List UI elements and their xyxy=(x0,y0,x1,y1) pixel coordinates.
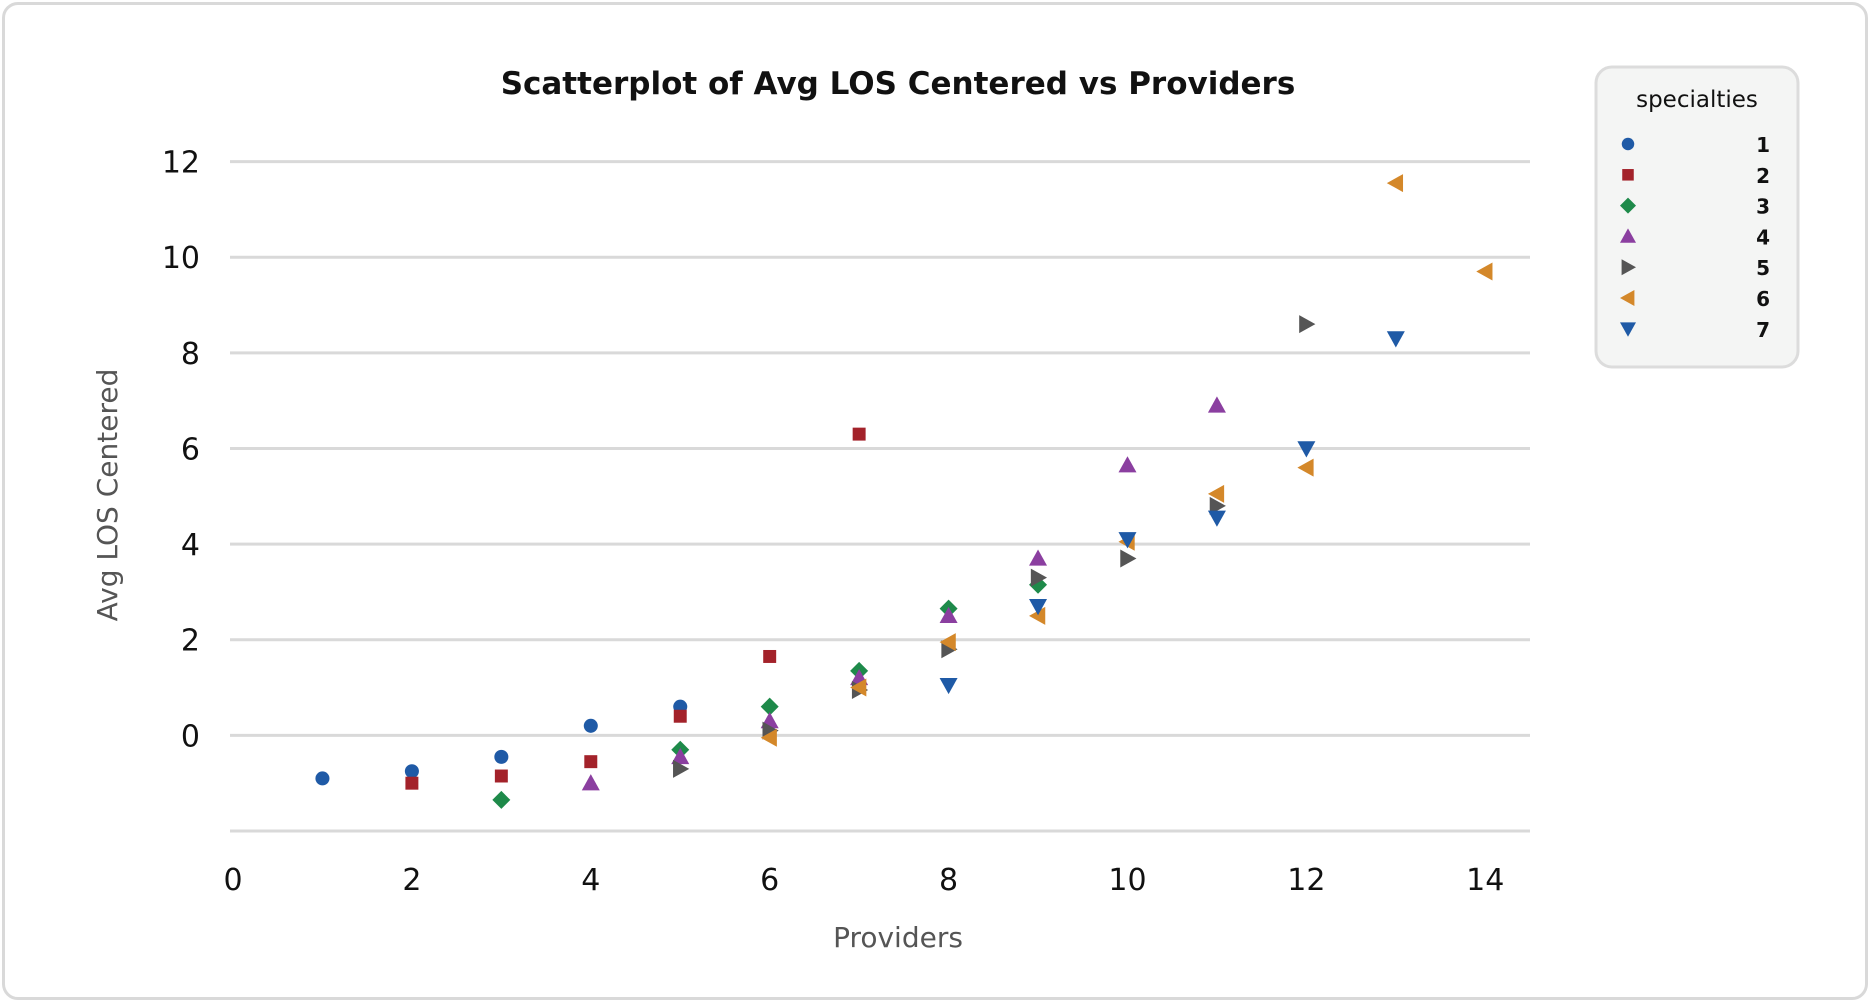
legend-label: 3 xyxy=(1756,195,1770,219)
data-point xyxy=(494,749,509,764)
x-tick-label: 14 xyxy=(1466,863,1504,898)
data-point xyxy=(671,747,690,765)
data-point xyxy=(1299,315,1316,334)
data-point xyxy=(1297,458,1314,477)
y-tick-label: 2 xyxy=(181,624,200,659)
legend-marker xyxy=(1621,137,1635,151)
data-point xyxy=(1118,456,1137,473)
legend-label: 6 xyxy=(1756,287,1770,311)
data-point xyxy=(1118,532,1137,549)
data-point xyxy=(583,718,598,733)
x-axis-label: Providers xyxy=(833,921,963,954)
y-tick-label: 12 xyxy=(162,146,200,181)
legend-marker xyxy=(1622,169,1634,181)
x-tick-label: 6 xyxy=(760,863,779,898)
legend-marker xyxy=(1621,259,1636,276)
legend-items: 1 2 3 4 5 6 7 xyxy=(1620,133,1770,342)
y-tick-label: 10 xyxy=(162,241,200,276)
data-point xyxy=(1386,174,1404,193)
y-tick-label: 6 xyxy=(181,432,200,467)
data-point xyxy=(939,633,956,652)
data-point xyxy=(1029,599,1048,616)
legend-title: specialties xyxy=(1636,87,1758,113)
data-point xyxy=(1207,510,1226,527)
x-tick-label: 10 xyxy=(1108,863,1146,898)
data-point xyxy=(1297,441,1316,458)
data-point xyxy=(584,755,598,769)
data-point xyxy=(494,769,508,783)
x-tick-label: 2 xyxy=(402,863,421,898)
legend-label: 4 xyxy=(1756,225,1770,249)
data-point xyxy=(1120,549,1137,568)
data-point xyxy=(939,677,958,695)
data-point xyxy=(1029,549,1048,566)
legend-label: 1 xyxy=(1756,133,1770,157)
x-tick-label: 4 xyxy=(581,863,600,898)
data-point xyxy=(581,774,600,791)
data-point xyxy=(1207,396,1226,413)
y-tick-label: 0 xyxy=(181,719,200,754)
data-point xyxy=(852,427,866,441)
data-point xyxy=(315,771,330,786)
legend-marker xyxy=(1620,197,1636,214)
x-tick-label: 8 xyxy=(939,863,958,898)
legend-label: 2 xyxy=(1756,164,1770,188)
data-point xyxy=(850,678,867,697)
point-layer xyxy=(315,174,1493,809)
data-point xyxy=(673,759,690,778)
x-tick-label: 12 xyxy=(1287,863,1325,898)
data-point xyxy=(939,606,958,624)
data-point xyxy=(1209,496,1226,515)
tick-layer: 0 2 4 6 8 10 12 0 2 4 6 8 10 12 14 xyxy=(162,146,1505,898)
data-point xyxy=(763,649,777,663)
data-point xyxy=(760,697,779,716)
grid-layer xyxy=(230,160,1530,833)
data-point xyxy=(673,709,687,723)
chart-title: Scatterplot of Avg LOS Centered vs Provi… xyxy=(501,66,1296,102)
data-point xyxy=(404,764,419,779)
legend: specialties 1 2 3 4 5 6 7 xyxy=(1594,65,1800,369)
data-point xyxy=(1207,484,1225,503)
legend-marker xyxy=(1620,290,1635,306)
legend-marker xyxy=(1620,322,1636,337)
legend-marker xyxy=(1620,228,1636,243)
data-point xyxy=(405,776,419,790)
data-point xyxy=(1030,568,1048,587)
data-point xyxy=(1476,262,1493,281)
y-tick-label: 8 xyxy=(181,337,200,372)
y-axis-label: Avg LOS Centered xyxy=(91,369,124,622)
legend-label: 5 xyxy=(1756,256,1770,280)
x-tick-label: 0 xyxy=(223,863,242,898)
data-point xyxy=(1386,331,1405,348)
data-point xyxy=(760,728,777,747)
legend-label: 7 xyxy=(1756,318,1770,342)
y-tick-label: 4 xyxy=(181,528,200,563)
legend-box xyxy=(1594,65,1800,369)
data-point xyxy=(1029,606,1046,625)
data-point xyxy=(492,790,511,809)
